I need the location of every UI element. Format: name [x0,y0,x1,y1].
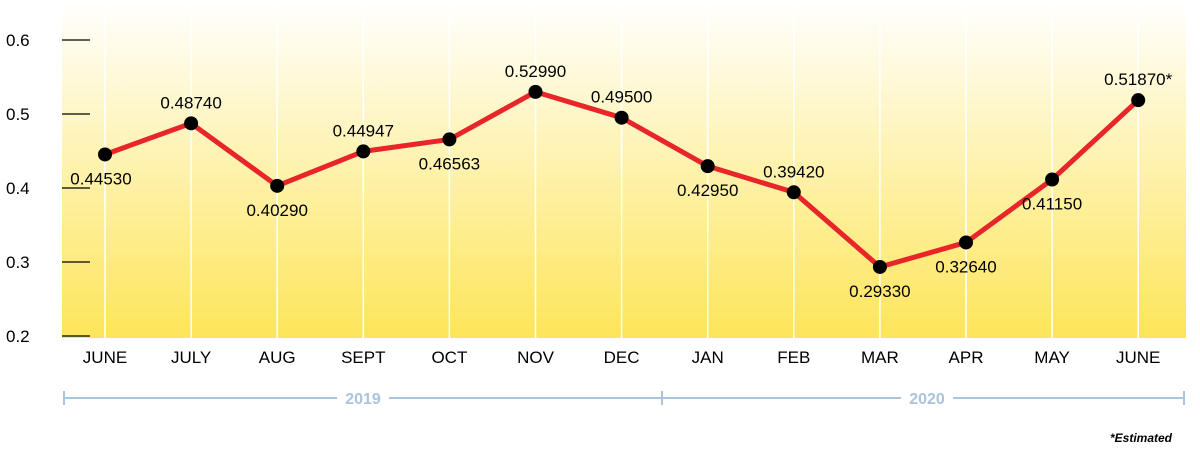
year-axis: 2019 2020 [63,391,1185,408]
x-category-label: DEC [604,348,640,367]
data-point [184,116,199,131]
data-label: 0.46563 [419,154,480,173]
data-label: 0.32640 [935,257,996,276]
y-tick-label: 0.3 [6,253,30,272]
data-label: 0.48740 [160,93,221,112]
x-category-label: JAN [692,348,724,367]
data-label: 0.49500 [591,88,652,107]
data-point [98,147,112,162]
x-category-label: NOV [517,348,555,367]
data-point [442,132,457,147]
data-label: 0.44947 [333,121,394,140]
footnote: *Estimated [1110,431,1173,445]
grid [104,0,1139,338]
x-category-label: AUG [259,348,296,367]
year-label: 2019 [345,391,381,408]
x-category-label: JULY [171,348,211,367]
data-point [1045,172,1060,187]
y-axis: 0.2 0.3 0.4 0.5 0.6 [6,31,90,346]
data-point [959,235,973,250]
plot-area [62,0,1186,338]
data-point [528,84,543,99]
y-tick-label: 0.6 [6,31,30,50]
x-category-label: APR [949,348,984,367]
y-tick-label: 0.2 [6,327,30,346]
year-label: 2020 [909,391,945,408]
data-labels: 0.44530 0.48740 0.40290 0.44947 0.46563 0.529… [70,62,1172,301]
x-category-label: MAR [861,348,899,367]
data-point [872,259,887,274]
data-label: 0.41150 [1022,194,1082,213]
x-category-label: SEPT [341,348,385,367]
data-point [270,178,285,193]
data-label: 0.51870* [1104,70,1172,89]
data-label: 0.52990 [505,62,566,81]
data-label: 0.40290 [246,201,307,220]
x-category-label: FEB [777,348,810,367]
data-point [786,185,801,200]
x-category-label: JUNE [1116,348,1160,367]
data-point [1131,93,1146,108]
y-tick-label: 0.4 [6,179,30,198]
x-category-label: MAY [1034,348,1070,367]
data-point [614,110,629,125]
data-point [356,144,371,159]
data-label: 0.29330 [849,282,910,301]
data-point [700,159,715,174]
data-label: 0.42950 [677,181,738,200]
data-label: 0.44530 [70,169,131,188]
data-points [98,84,1146,274]
y-tick-label: 0.5 [6,105,30,124]
x-category-label: JUNE [83,348,127,367]
x-category-label: OCT [431,348,467,367]
x-axis: JUNE JULY AUG SEPT OCT NOV DEC JAN FEB MAR APR MAY J… [83,348,1161,367]
data-label: 0.39420 [763,162,824,181]
